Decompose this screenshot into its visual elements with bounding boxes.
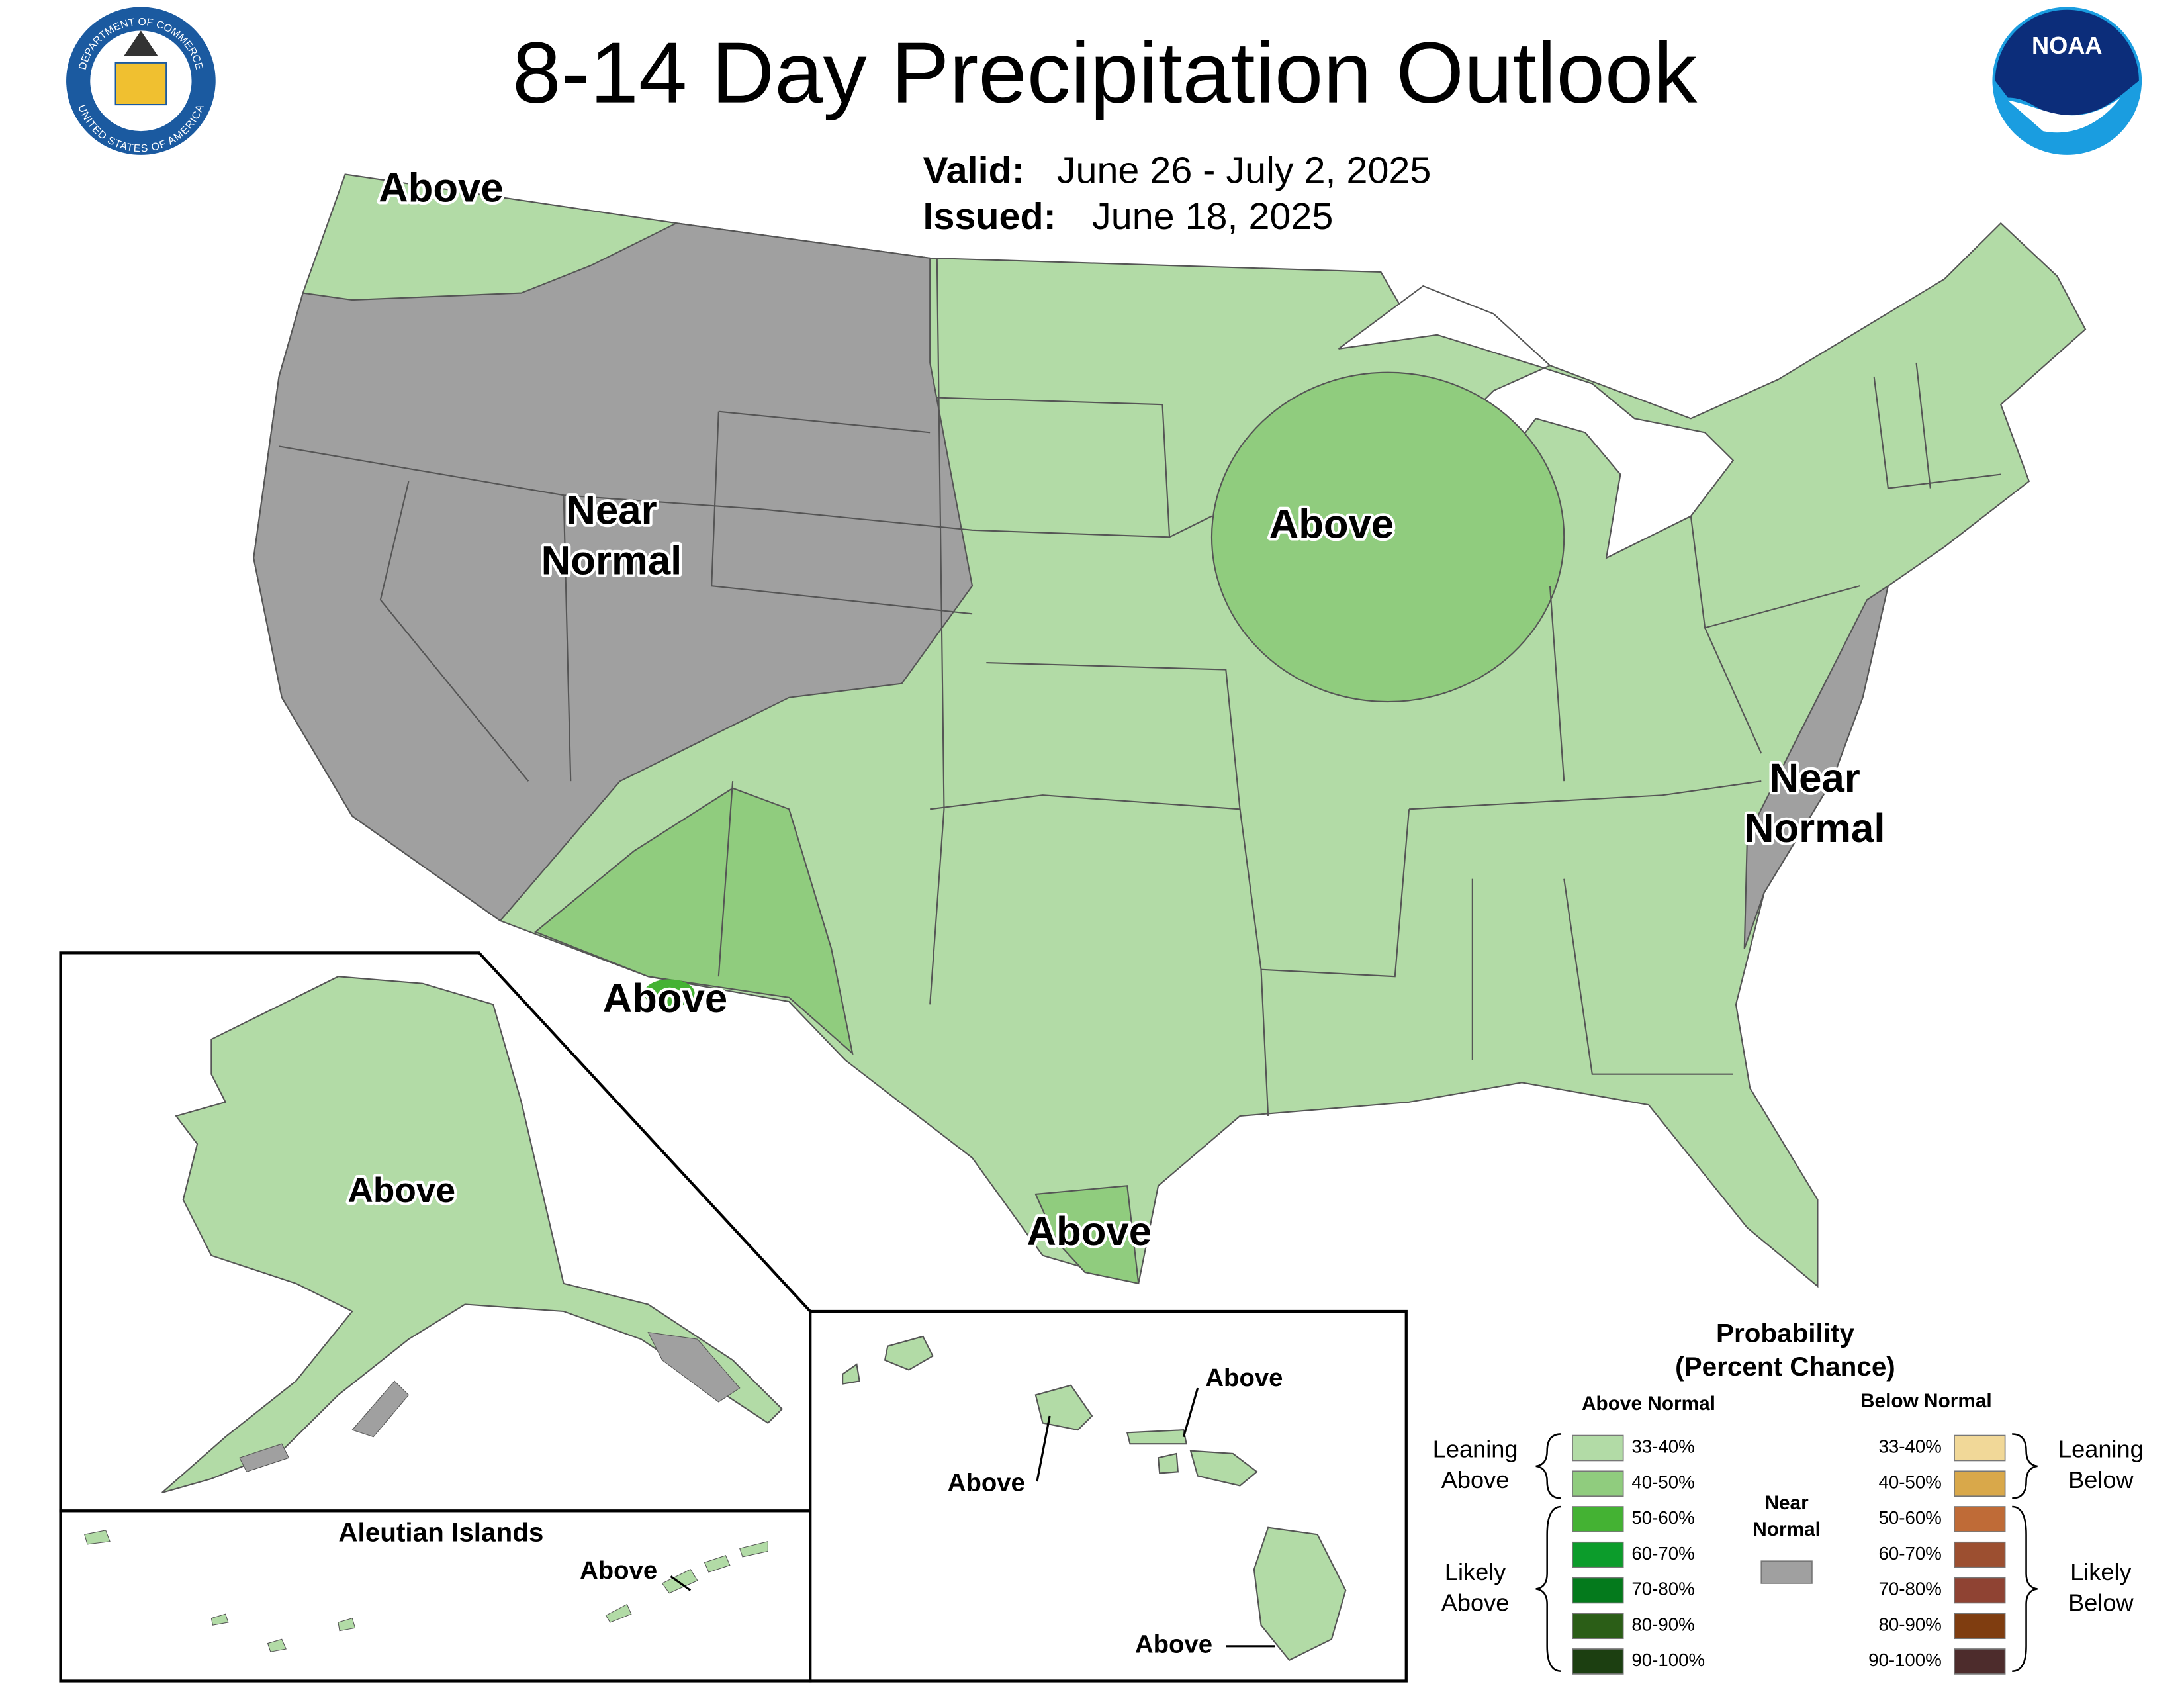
commerce-seal (66, 7, 216, 155)
legend-braces (1535, 1433, 2038, 1672)
region-label: Above (347, 1171, 455, 1210)
above-swatch (1572, 1648, 1624, 1675)
region-label-line: Above (603, 976, 728, 1022)
issued-label: Issued: (923, 195, 1056, 238)
aleutian-title: Aleutian Islands (338, 1518, 543, 1548)
region-label: Above (1269, 502, 1394, 547)
leaning-below-label-line: Below (2068, 1466, 2134, 1493)
likely-below-label-line: Likely (2070, 1558, 2132, 1585)
region-label-line: Near (566, 488, 657, 534)
noaa-text: NOAA (2032, 32, 2103, 59)
above-swatch (1572, 1541, 1624, 1568)
near-normal-swatch (1760, 1560, 1813, 1584)
region-label-line: Above (347, 1171, 455, 1210)
below-swatch (1954, 1613, 2006, 1640)
noaa-logo (1992, 7, 2142, 155)
above-midwest (1210, 371, 1565, 703)
near-normal-west (253, 222, 974, 922)
aleutian-islands (84, 1530, 768, 1652)
leaning-above-label-line: Above (1441, 1466, 1510, 1493)
above-swatch (1572, 1506, 1624, 1532)
region-label: Above (379, 165, 504, 211)
leaning-below-label: Leaning Below (2058, 1435, 2144, 1493)
likely-above-label-line: Likely (1445, 1558, 1506, 1585)
region-label-line: Above (1026, 1209, 1152, 1254)
likely-above-label-line: Above (1441, 1589, 1510, 1616)
region-label-line: Normal (541, 538, 682, 584)
above-bin-label: 80-90% (1631, 1615, 1694, 1635)
below-swatch (1954, 1541, 2006, 1568)
likely-below-label-line: Below (2068, 1589, 2134, 1616)
region-label: Above (948, 1468, 1025, 1497)
below-swatch (1954, 1577, 2006, 1604)
below-header: Below Normal (1860, 1390, 1992, 1412)
leaning-above-label-line: Leaning (1433, 1435, 1518, 1462)
likely-above-label: Likely Above (1441, 1558, 1510, 1616)
below-swatch (1954, 1434, 2006, 1462)
hawaii-pointers (670, 1387, 1275, 1648)
alaska-land (161, 976, 784, 1493)
above-bin-label: 50-60% (1631, 1507, 1694, 1528)
title: 8-14 Day Precipitation Outlook (512, 24, 1698, 120)
above-swatch (1572, 1470, 1624, 1497)
leaning-above-label: Leaning Above (1433, 1435, 1518, 1493)
likely-below-label: Likely Below (2068, 1558, 2134, 1616)
above-south-texas (1034, 1185, 1140, 1285)
region-label-line: Above (379, 165, 504, 211)
region-label: Above (1205, 1364, 1283, 1392)
state-borders (279, 258, 2001, 1117)
below-bin-label: 50-60% (1878, 1507, 1941, 1528)
region-label-line: Above (1269, 502, 1394, 547)
region-label-line: Above (948, 1468, 1025, 1497)
leaning-below-label-line: Leaning (2058, 1435, 2144, 1462)
below-bin-label: 60-70% (1878, 1543, 1941, 1564)
aleutian-inset-frame (59, 1509, 812, 1683)
near-normal-label: Near Normal (1752, 1492, 1821, 1540)
valid-dates: June 26 - July 2, 2025 (1057, 150, 1432, 192)
near-normal-label-line: Normal (1752, 1519, 1821, 1540)
valid-label: Valid: (923, 150, 1024, 192)
above-swatch (1572, 1434, 1624, 1462)
above-southwest-core (643, 979, 695, 1008)
below-bin-label: 70-80% (1878, 1579, 1941, 1599)
issued-date: June 18, 2025 (1092, 195, 1333, 238)
above-bin-label: 33-40% (1631, 1436, 1694, 1457)
region-label: Above (580, 1556, 657, 1585)
above-southwest (533, 787, 854, 1055)
region-label: Above (1135, 1630, 1212, 1659)
hawaii-islands (842, 1335, 1347, 1662)
region-label-line: Normal (1745, 806, 1886, 851)
below-swatch (1954, 1648, 2006, 1675)
below-swatch (1954, 1506, 2006, 1532)
above-bin-label: 60-70% (1631, 1543, 1694, 1564)
region-label-line: Above (580, 1556, 657, 1585)
below-bin-label: 90-100% (1868, 1650, 1942, 1670)
great-lakes (1338, 285, 1735, 573)
region-label-line: Near (1770, 756, 1860, 802)
legend-title: Probability (1716, 1319, 1855, 1348)
region-label: Near Normal (1745, 756, 1886, 852)
region-label: Above (1026, 1209, 1152, 1254)
region-label: Near Normal (541, 488, 682, 584)
region-label-line: Above (1205, 1364, 1283, 1392)
below-bin-label: 40-50% (1878, 1472, 1941, 1493)
region-label: Above (603, 976, 728, 1022)
above-bin-label: 70-80% (1631, 1579, 1694, 1599)
legend-subtitle: (Percent Chance) (1675, 1352, 1895, 1382)
near-normal-east (1743, 584, 1889, 949)
below-bin-label: 80-90% (1878, 1615, 1941, 1635)
below-bin-label: 33-40% (1878, 1436, 1941, 1457)
above-swatch (1572, 1613, 1624, 1640)
near-normal-alaska (239, 1331, 741, 1472)
near-normal-label-line: Near (1764, 1492, 1809, 1514)
above-bin-label: 90-100% (1631, 1650, 1705, 1670)
above-bin-label: 40-50% (1631, 1472, 1694, 1493)
region-label-line: Above (1135, 1630, 1212, 1659)
below-swatch (1954, 1470, 2006, 1497)
above-header: Above Normal (1582, 1393, 1715, 1415)
above-swatch (1572, 1577, 1624, 1604)
